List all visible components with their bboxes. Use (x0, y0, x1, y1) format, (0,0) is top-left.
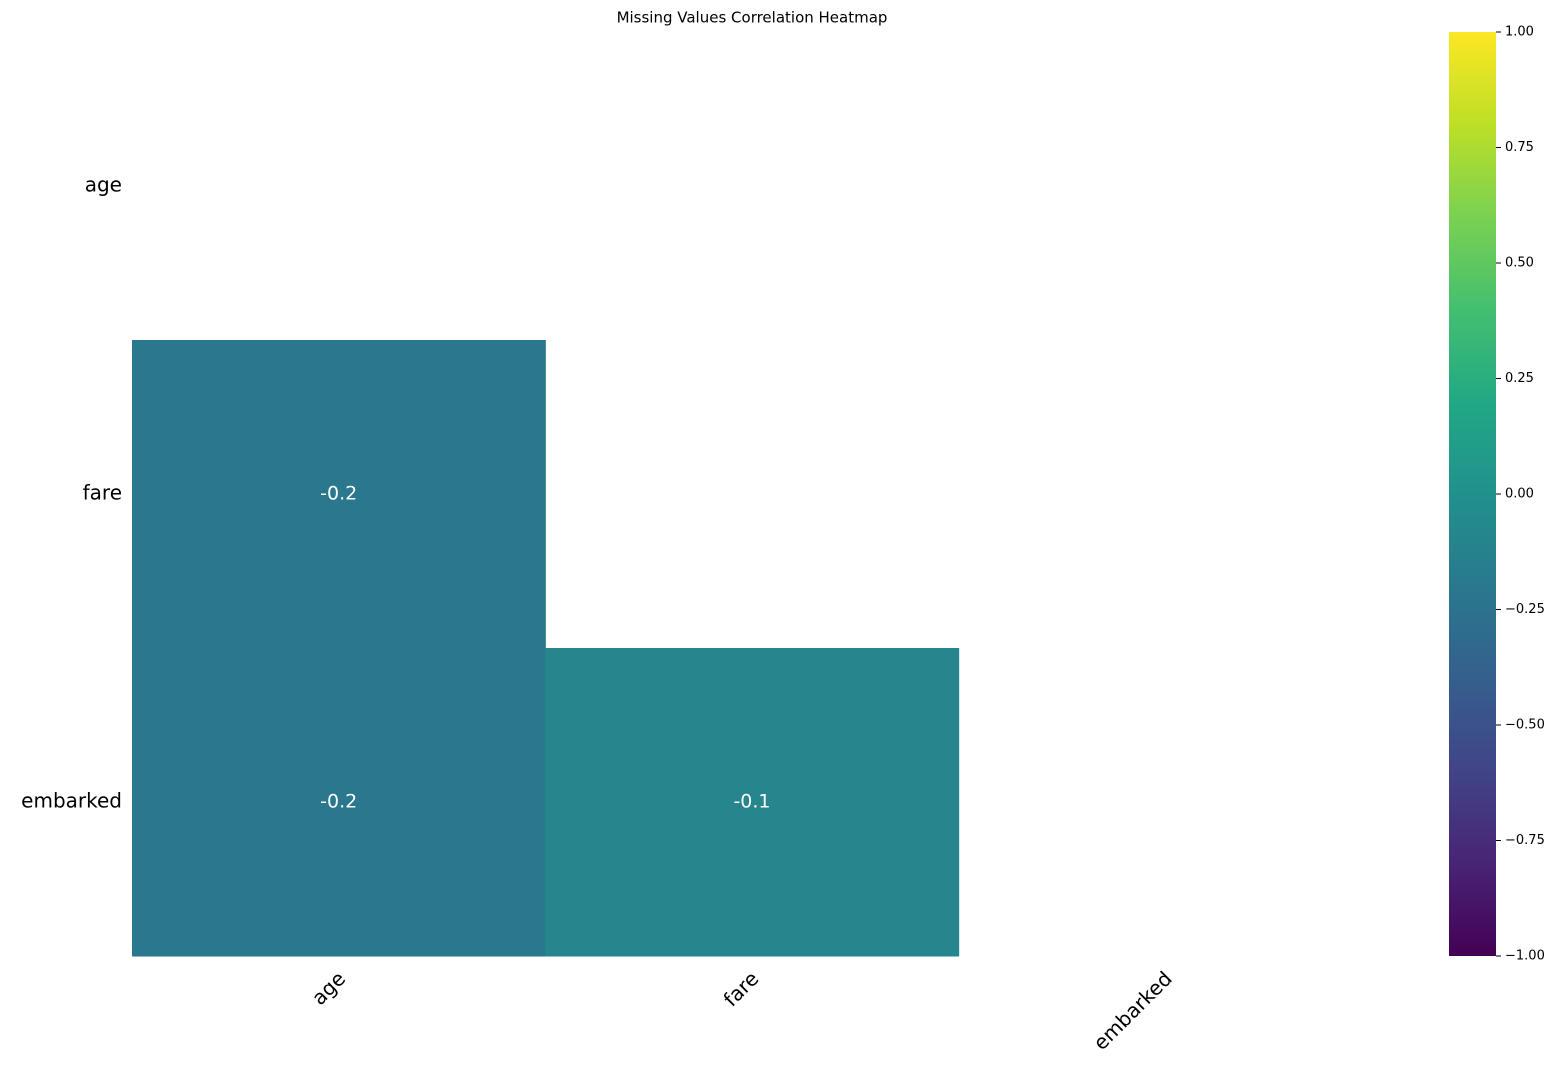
row-label: age (85, 173, 122, 197)
colorbar-tick-label: 0.50 (1505, 256, 1534, 271)
colorbar-tick-label: 0.00 (1505, 487, 1534, 502)
colorbar-tick-label: −0.75 (1505, 833, 1545, 848)
colorbar-tick-label: 0.25 (1505, 371, 1534, 386)
chart-title: Missing Values Correlation Heatmap (617, 9, 888, 27)
row-label: fare (83, 481, 122, 505)
heatmap-cell (545, 648, 960, 957)
column-label: fare (719, 966, 764, 1011)
colorbar-tick-label: 1.00 (1505, 25, 1534, 40)
cell-label: -0.2 (320, 791, 357, 813)
colorbar (1449, 32, 1496, 956)
column-label: age (307, 966, 350, 1009)
colorbar-tick-label: 0.75 (1505, 140, 1534, 155)
cell-label: -0.2 (320, 483, 357, 505)
row-label: embarked (21, 789, 122, 813)
column-label: embarked (1088, 966, 1176, 1054)
colorbar-tick-label: −1.00 (1505, 949, 1545, 964)
colorbar-tick-label: −0.25 (1505, 602, 1545, 617)
heatmap-cell (132, 340, 546, 649)
cell-label: -0.1 (733, 791, 770, 813)
heatmap-cell (132, 648, 546, 957)
colorbar-tick-label: −0.50 (1505, 718, 1545, 733)
